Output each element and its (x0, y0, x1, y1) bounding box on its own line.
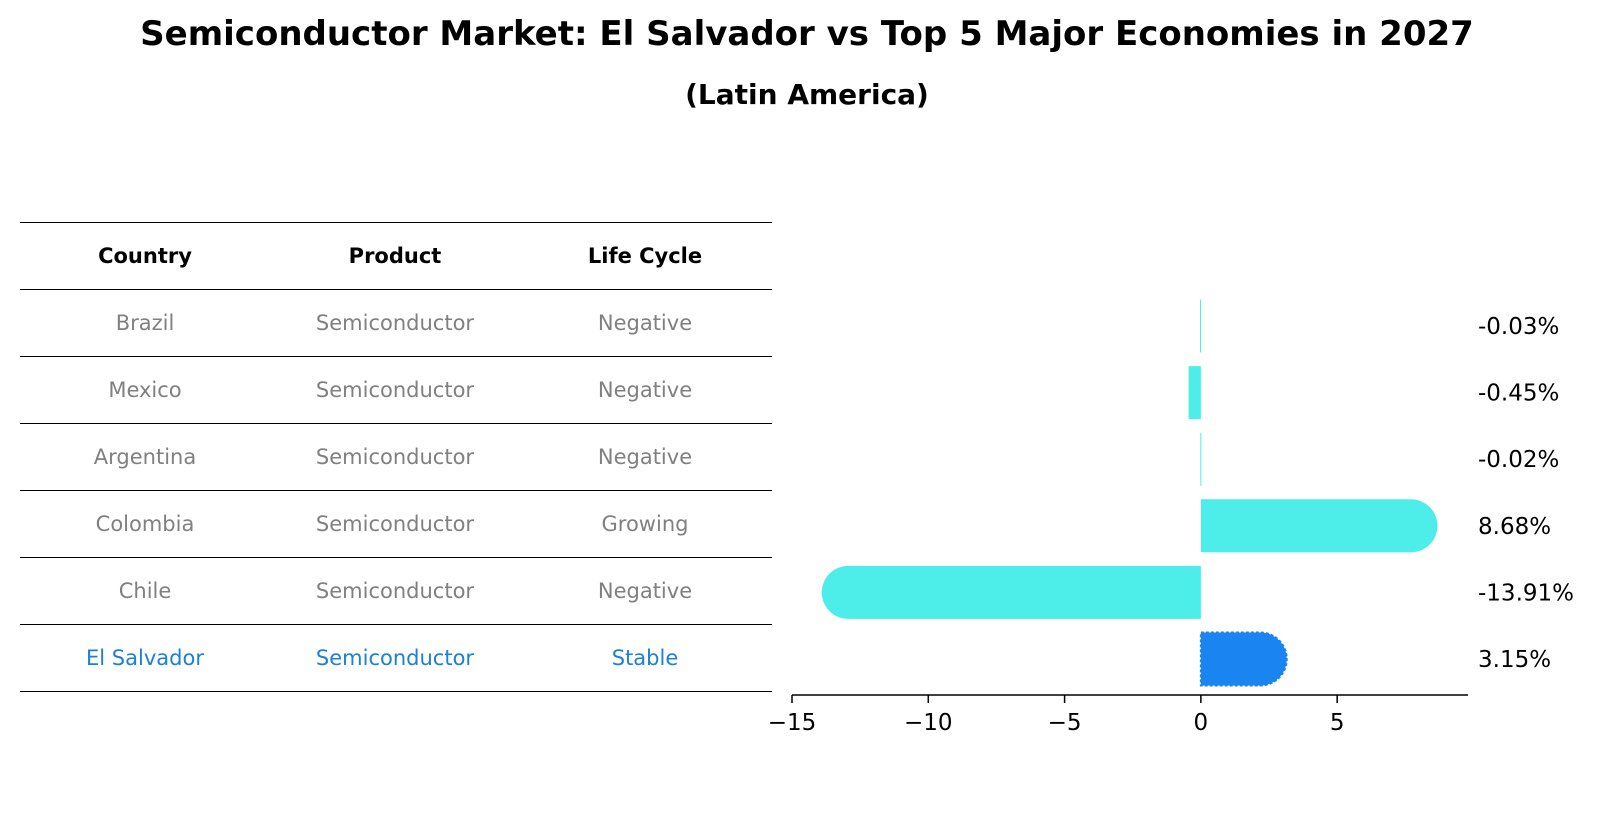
cell-life-cycle: Negative (597, 378, 693, 402)
cell-life-cycle: Stable (611, 646, 679, 670)
x-tick-label: −5 (1048, 710, 1082, 736)
cell-product: Semiconductor (315, 311, 475, 335)
table-row-highlight: El Salvador Semiconductor Stable (20, 624, 772, 692)
cell-country: El Salvador (86, 646, 204, 670)
table-header-row: Country Product Life Cycle (20, 222, 772, 289)
bar-colombia (1200, 499, 1438, 553)
cell-country: Argentina (93, 445, 197, 469)
cell-country: Chile (118, 579, 172, 603)
bar-value-label: 8.68% (1478, 514, 1551, 540)
cell-product: Semiconductor (315, 646, 475, 670)
chart-title: Semiconductor Market: El Salvador vs Top… (140, 14, 1474, 54)
cell-product: Semiconductor (315, 512, 475, 536)
bar-value-label: -0.03% (1478, 314, 1559, 340)
bar-el-salvador (1199, 631, 1288, 687)
chart-subtitle: (Latin America) (685, 78, 929, 111)
bar-mexico (1188, 366, 1201, 420)
x-tick-label: −10 (904, 710, 953, 736)
bar-value-label: -13.91% (1478, 580, 1574, 606)
table-row: Mexico Semiconductor Negative (20, 356, 772, 423)
cell-life-cycle: Growing (601, 512, 689, 536)
bar-value-label: -0.45% (1478, 381, 1559, 407)
x-tick-label: −15 (768, 710, 817, 736)
bar-brazil (1200, 299, 1202, 353)
header-life-cycle: Life Cycle (587, 244, 703, 268)
table-row: Chile Semiconductor Negative (20, 557, 772, 624)
x-tick-label: 0 (1194, 710, 1209, 736)
bar-value-label: -0.02% (1478, 447, 1559, 473)
bar-chile (821, 565, 1201, 619)
country-table: Country Product Life Cycle Brazil Semico… (20, 222, 772, 692)
cell-life-cycle: Negative (597, 311, 693, 335)
header-product: Product (348, 244, 442, 268)
header-country: Country (98, 244, 192, 268)
cell-product: Semiconductor (315, 445, 475, 469)
cell-life-cycle: Negative (597, 579, 693, 603)
cell-product: Semiconductor (315, 579, 475, 603)
bar-value-label: 3.15% (1478, 647, 1551, 673)
table-row: Argentina Semiconductor Negative (20, 423, 772, 490)
cell-country: Colombia (95, 512, 195, 536)
x-tick-label: 5 (1330, 710, 1345, 736)
cell-life-cycle: Negative (597, 445, 693, 469)
table-row: Colombia Semiconductor Growing (20, 490, 772, 557)
cell-country: Mexico (108, 378, 182, 402)
cell-country: Brazil (115, 311, 175, 335)
bar-argentina (1200, 432, 1202, 486)
table-row: Brazil Semiconductor Negative (20, 289, 772, 356)
cell-product: Semiconductor (315, 378, 475, 402)
